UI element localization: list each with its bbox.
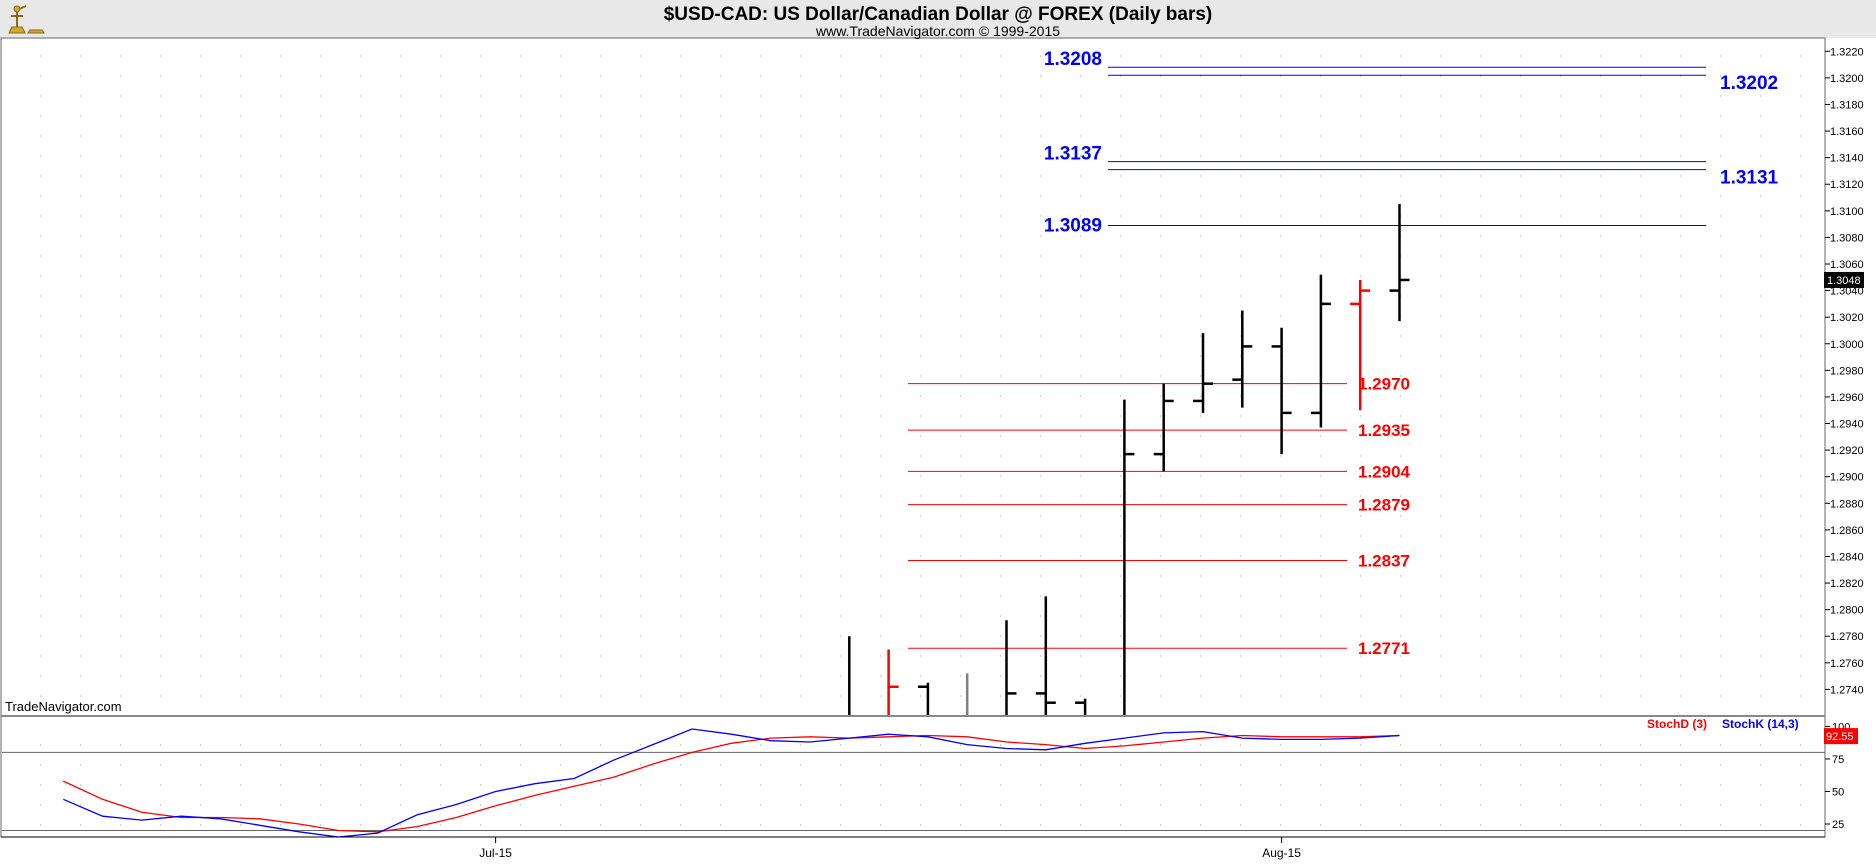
resistance-label: 1.3202 — [1720, 73, 1778, 94]
resistance-label: 1.3131 — [1720, 168, 1779, 189]
stochk-line — [63, 728, 1400, 838]
y-tick-label: 1.2900 — [1830, 472, 1864, 484]
y-tick-label: 1.2920 — [1830, 445, 1864, 457]
y-tick-label: 1.3040 — [1830, 286, 1864, 298]
resistance-label: 1.3089 — [1044, 215, 1102, 236]
support-label: 1.2935 — [1358, 421, 1410, 440]
support-label: 1.2904 — [1358, 462, 1411, 481]
stoch-grid-dots — [40, 744, 1802, 826]
y-tick-label: 1.2780 — [1830, 631, 1864, 643]
y-tick-label: 1.2880 — [1830, 498, 1864, 510]
y-tick-label: 1.3140 — [1830, 153, 1864, 165]
stoch-grid — [2, 744, 1825, 831]
stoch-y-tick-label: 75 — [1832, 754, 1844, 766]
support-label: 1.2970 — [1358, 375, 1410, 394]
y-tick-label: 1.3220 — [1830, 46, 1864, 58]
y-tick-label: 1.3080 — [1830, 232, 1864, 244]
y-tick-label: 1.3200 — [1830, 73, 1864, 85]
last-price-label: 1.3048 — [1827, 275, 1861, 287]
stoch-y-tick-label: 50 — [1832, 786, 1844, 798]
y-tick-label: 1.3060 — [1830, 259, 1864, 271]
plot-frame — [0, 37, 1826, 838]
stochd-legend: StochD (3) — [1647, 717, 1707, 731]
y-tick-label: 1.2820 — [1830, 578, 1864, 590]
stoch-last-value-label: 92.55 — [1826, 731, 1854, 743]
y-tick-label: 1.2860 — [1830, 525, 1864, 537]
y-tick-label: 1.3160 — [1830, 126, 1864, 138]
logo-icon — [8, 5, 45, 34]
level-lines: 1.3208 1.3202 1.3137 1.3131 1.3089 1.2970 1.29… — [908, 49, 1779, 658]
x-tick-label: Aug-15 — [1262, 846, 1301, 860]
y-tick-label: 1.2760 — [1830, 658, 1864, 670]
y-tick-label: 1.3100 — [1830, 206, 1864, 218]
y-tick-label: 1.2980 — [1830, 365, 1864, 377]
y-tick-label: 1.2940 — [1830, 419, 1864, 431]
stoch-lines — [63, 728, 1400, 838]
resistance-label: 1.3137 — [1044, 144, 1102, 165]
resistance-label: 1.3208 — [1044, 49, 1102, 70]
price-grid — [40, 55, 1802, 697]
y-tick-label: 1.2740 — [1830, 684, 1864, 696]
stoch-y-tick-label: 25 — [1832, 819, 1844, 831]
last-price-box — [1824, 271, 1864, 288]
chart-subtitle: www.TradeNavigator.com © 1999-2015 — [815, 23, 1060, 39]
chart-title: $USD-CAD: US Dollar/Canadian Dollar @ FO… — [664, 4, 1213, 25]
y-tick-label: 1.2800 — [1830, 605, 1864, 617]
x-axis: Jul-15 Aug-15 — [1, 836, 1825, 860]
stoch-last-value-box — [1824, 728, 1858, 745]
y-tick-label: 1.2960 — [1830, 392, 1864, 404]
support-label: 1.2837 — [1358, 551, 1410, 570]
stochd-line — [63, 734, 1400, 833]
y-tick-label: 1.3120 — [1830, 179, 1864, 191]
y-tick-label: 1.3000 — [1830, 339, 1864, 351]
header-bar — [0, 0, 1876, 38]
stochk-legend: StochK (14,3) — [1722, 717, 1799, 731]
support-label: 1.2879 — [1358, 496, 1410, 515]
support-label: 1.2771 — [1358, 639, 1410, 658]
x-tick-label: Jul-15 — [479, 846, 512, 860]
price-axis: 1.2740 1.2760 1.2780 1.2800 1.2820 1.2840 1.28… — [1824, 46, 1864, 696]
watermark-text: TradeNavigator.com — [5, 699, 122, 714]
y-tick-label: 1.3020 — [1830, 312, 1864, 324]
price-grid-dots — [40, 55, 1802, 697]
price-bars — [848, 204, 1410, 716]
y-tick-label: 1.2840 — [1830, 551, 1864, 563]
y-tick-label: 1.3180 — [1830, 99, 1864, 111]
